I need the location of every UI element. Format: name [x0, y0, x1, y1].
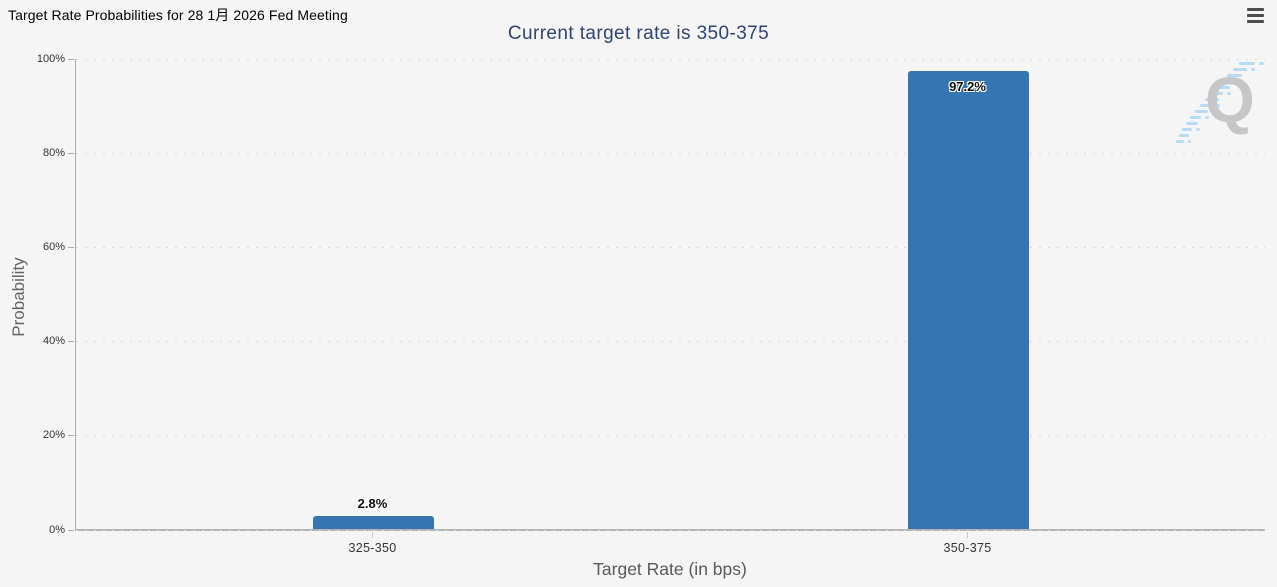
y-tick-label: 80% — [42, 146, 65, 159]
plot-area — [75, 58, 1265, 531]
y-tick-mark — [68, 58, 74, 60]
probability-bar-325-350[interactable] — [313, 515, 434, 529]
gridline-80% — [76, 152, 1265, 154]
y-tick-label: 60% — [42, 240, 65, 253]
y-axis-title: Probability — [9, 257, 28, 337]
gridline-100% — [76, 58, 1265, 60]
gridline-20% — [76, 435, 1265, 437]
y-tick-label: 100% — [36, 52, 65, 65]
hamburger-bar — [1247, 8, 1264, 11]
y-tick-mark — [68, 435, 74, 437]
x-tick-mark — [372, 532, 373, 538]
y-tick-mark — [68, 341, 74, 343]
bar-value-label: 2.8% — [357, 495, 388, 511]
chart-subtitle: Current target rate is 350-375 — [507, 23, 770, 44]
y-tick-label: 20% — [42, 429, 65, 442]
probability-bar-350-375[interactable] — [908, 71, 1029, 529]
y-tick-mark — [68, 529, 74, 531]
gridline-40% — [76, 341, 1265, 343]
chart-title: Target Rate Probabilities for 28 1月 2026… — [8, 7, 348, 23]
y-tick-label: 40% — [42, 335, 65, 348]
gridline-0% — [76, 529, 1265, 531]
hamburger-menu-icon[interactable] — [1247, 8, 1264, 23]
bar-value-label: 97.2% — [949, 79, 986, 95]
hamburger-bar — [1247, 14, 1264, 17]
x-tick-mark — [967, 532, 968, 538]
hamburger-bar — [1247, 20, 1264, 23]
x-category-label: 350-375 — [943, 541, 992, 555]
y-tick-mark — [68, 152, 74, 154]
gridline-60% — [76, 246, 1265, 248]
y-tick-label: 0% — [49, 523, 65, 536]
x-category-label: 325-350 — [348, 541, 397, 555]
y-tick-mark — [68, 246, 74, 248]
x-axis-title: Target Rate (in bps) — [593, 559, 747, 579]
